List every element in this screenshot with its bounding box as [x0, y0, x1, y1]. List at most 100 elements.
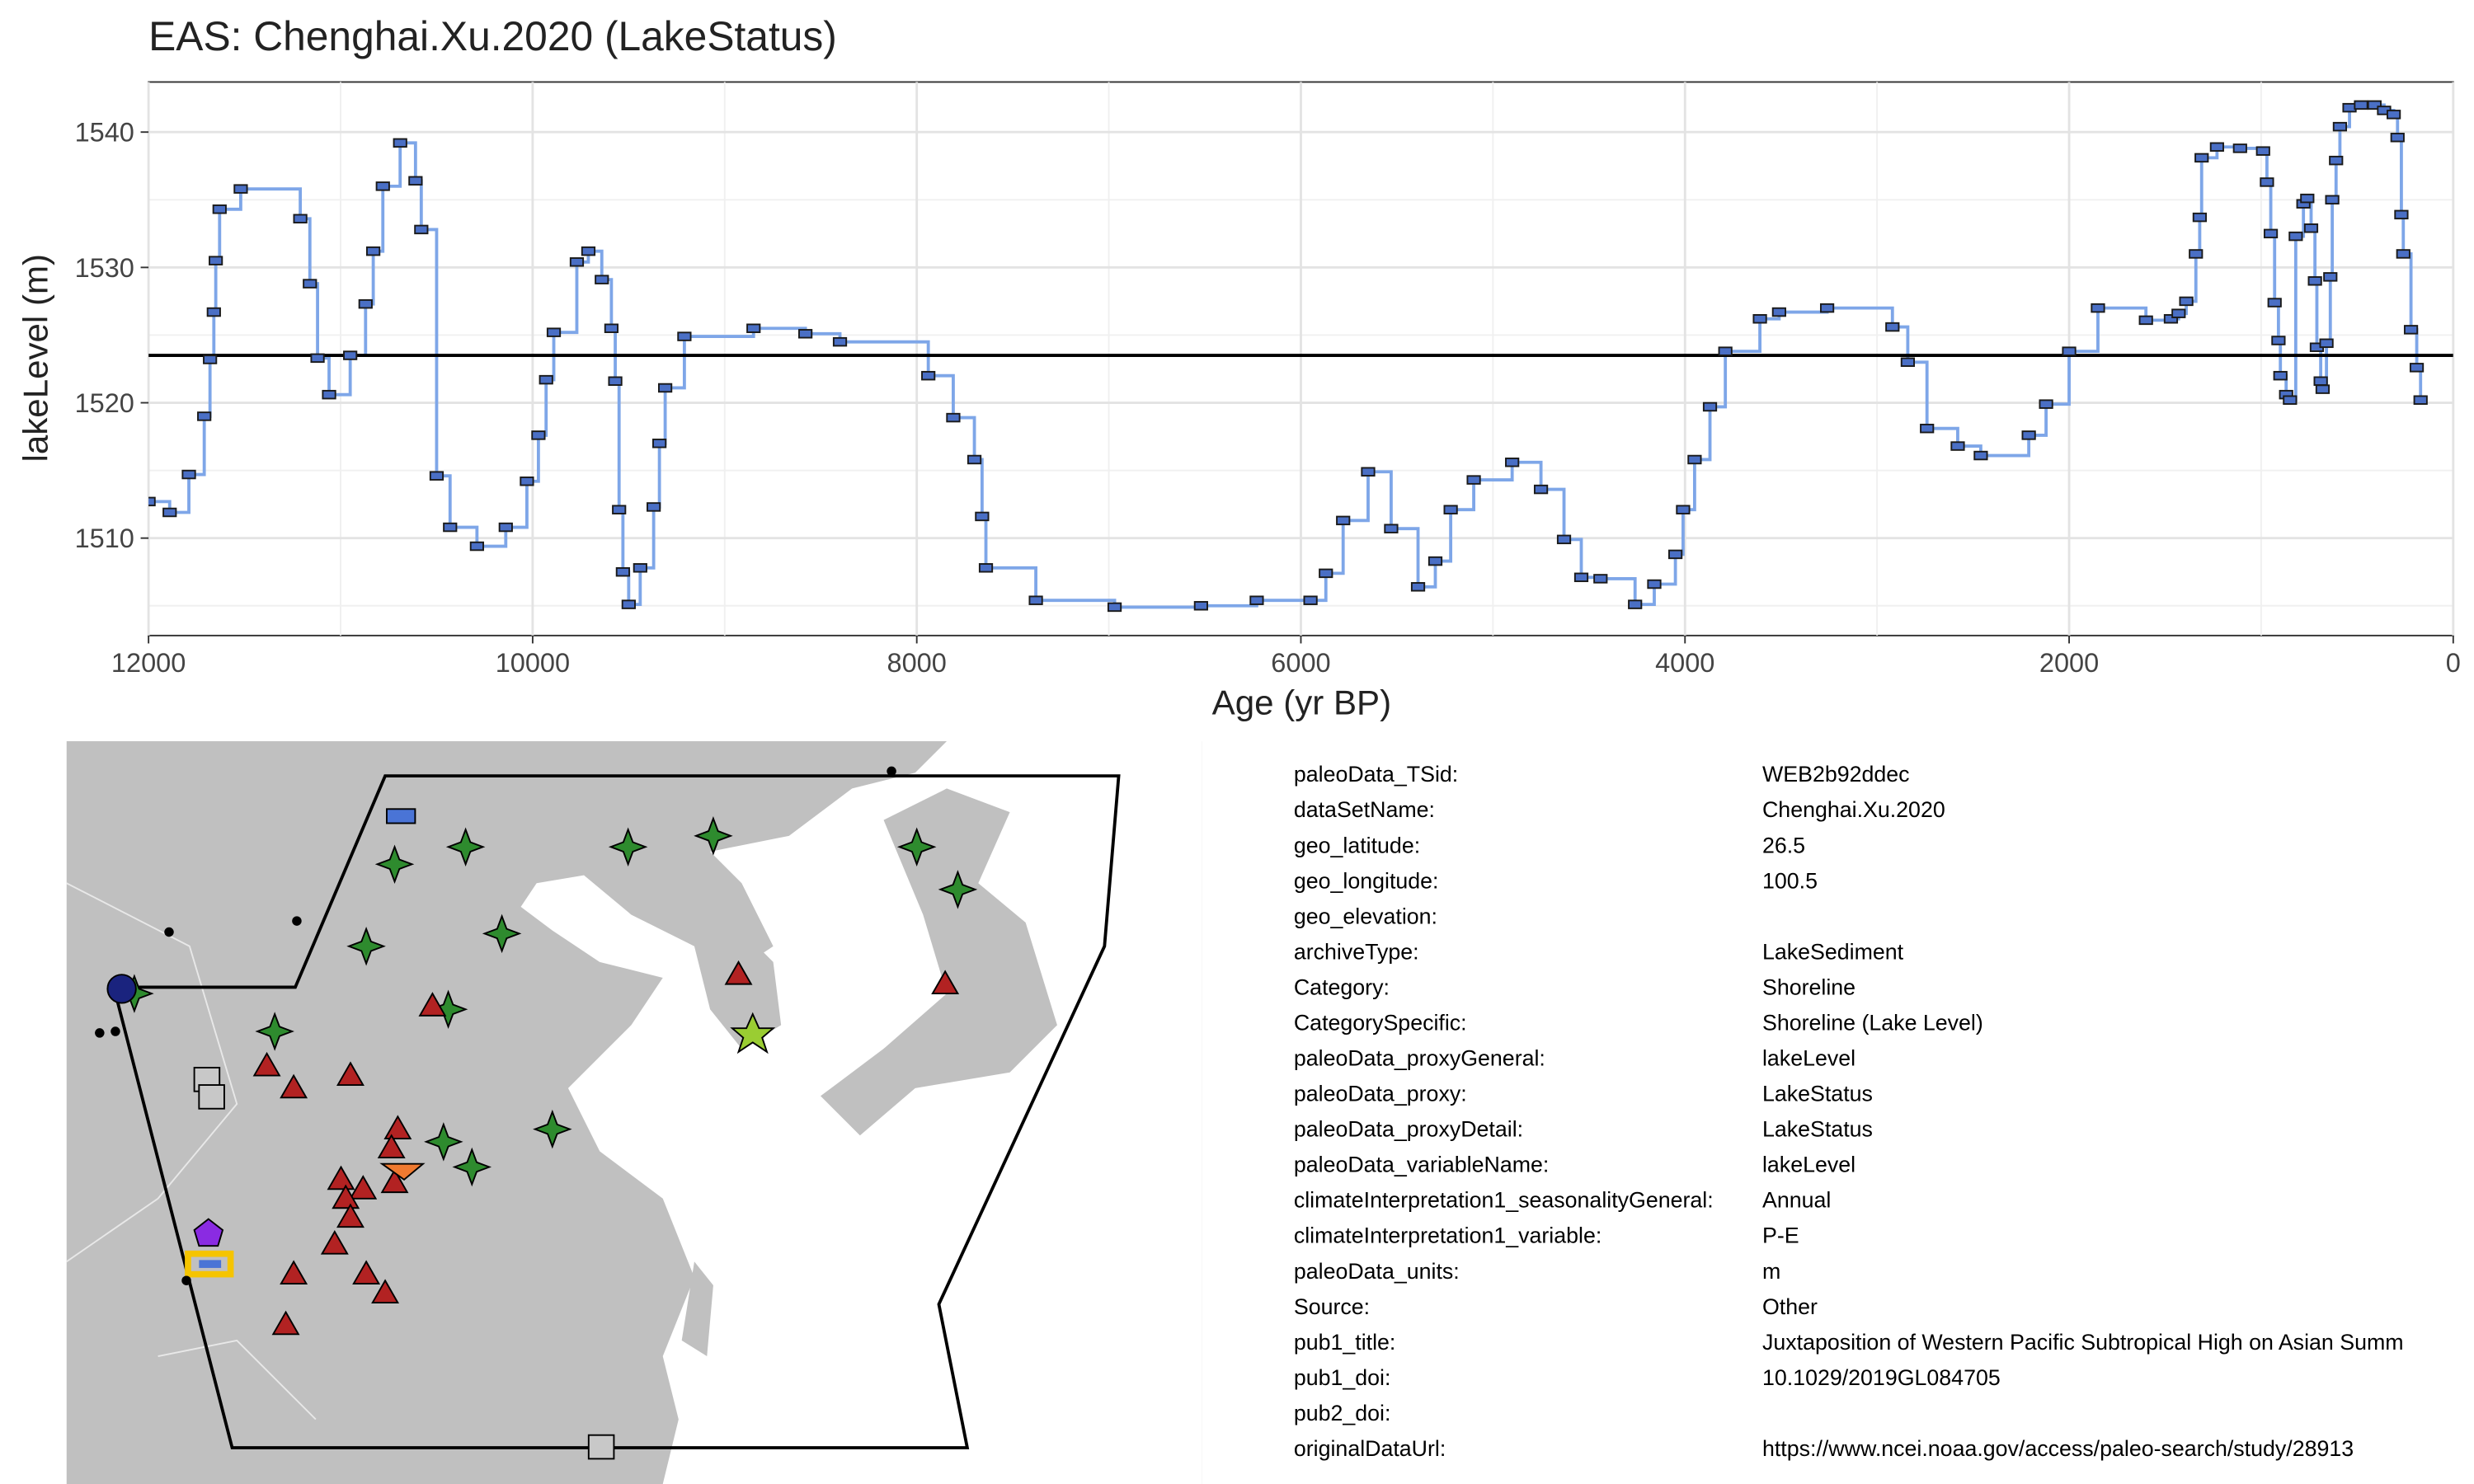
data-point: [2194, 153, 2209, 163]
metadata-key: paleoData_proxy:: [1294, 1082, 1467, 1106]
site-marker: [106, 974, 137, 1004]
data-point: [2319, 338, 2334, 349]
data-point: [1505, 458, 1520, 467]
site-marker: [386, 808, 416, 824]
data-point: [595, 275, 609, 284]
data-point: [946, 412, 961, 423]
data-point: [2283, 395, 2298, 405]
data-point: [498, 522, 513, 533]
data-point: [1950, 441, 1965, 451]
data-point: [1427, 556, 1443, 566]
data-point: [615, 566, 630, 577]
data-point: [310, 353, 325, 364]
data-point: [2396, 249, 2411, 259]
japan: [821, 788, 1057, 1136]
data-point: [2303, 223, 2319, 233]
data-point: [546, 327, 562, 337]
data-point: [2062, 346, 2077, 356]
data-point: [921, 370, 936, 381]
metadata-key: geo_longitude:: [1294, 868, 1439, 893]
borders: [66, 882, 317, 1421]
data-point: [1667, 549, 1683, 560]
x-tick-label: 8000: [887, 648, 947, 678]
korea: [694, 930, 782, 1050]
step-segment: [1114, 605, 1203, 609]
selected-site-marker: [199, 1260, 222, 1268]
metadata-key: originalDataUrl:: [1294, 1436, 1446, 1461]
data-point: [408, 176, 423, 186]
selected-site: [185, 1250, 234, 1278]
data-point: [1718, 346, 1733, 356]
metadata-key: paleoData_TSid:: [1294, 762, 1458, 787]
data-point: [2409, 363, 2425, 373]
data-point: [1466, 475, 1481, 485]
data-point: [746, 323, 761, 333]
metadata-value: Annual: [1762, 1188, 1831, 1213]
data-point: [2367, 100, 2382, 110]
data-point: [520, 477, 534, 486]
data-point: [1028, 595, 1043, 605]
metadata-key: geo_elevation:: [1294, 904, 1437, 928]
x-tick-label: 10000: [496, 648, 570, 678]
metadata-key: paleoData_units:: [1294, 1259, 1460, 1284]
data-point: [1771, 307, 1786, 317]
data-point: [967, 454, 982, 465]
data-point: [652, 439, 667, 448]
data-point: [2342, 102, 2357, 113]
data-point: [677, 331, 692, 341]
data-point: [1702, 402, 1718, 412]
data-point: [2260, 177, 2274, 187]
site-marker: [198, 1084, 225, 1110]
data-point: [366, 246, 381, 256]
data-point: [1249, 595, 1264, 605]
data-point: [1676, 505, 1691, 514]
data-point: [832, 336, 848, 347]
data-point: [293, 214, 308, 224]
metadata-table: paleoData_TSid: WEB2b92ddec dataSetName: Ch…: [1294, 762, 2404, 1461]
data-point: [1193, 601, 1208, 611]
data-point: [1319, 568, 1333, 579]
data-point: [2232, 143, 2247, 153]
site-marker: [379, 1162, 426, 1181]
data-point: [2263, 228, 2279, 239]
data-point: [2171, 308, 2186, 318]
data-point: [2288, 231, 2303, 242]
data-point: [2271, 336, 2286, 345]
data-point: [798, 329, 813, 339]
data-point: [569, 257, 585, 267]
site-dot: [292, 916, 302, 926]
data-point: [1410, 582, 1426, 592]
metadata-value: Chenghai.Xu.2020: [1762, 797, 1945, 822]
metadata-value: lakeLevel: [1762, 1153, 1856, 1177]
y-axis-title: lakeLevel (m): [16, 254, 55, 463]
step-segment: [2046, 351, 2071, 406]
data-point: [2329, 155, 2344, 166]
data-point: [2091, 303, 2105, 313]
x-tick-label: 6000: [1271, 648, 1330, 678]
data-point: [2413, 395, 2428, 405]
data-point: [2209, 142, 2224, 153]
axes: 12000 10000 8000 6000 4000 2000 0 1510 1520 1530 1…: [75, 118, 2461, 678]
data-point: [2255, 146, 2270, 156]
metadata-key: Category:: [1294, 974, 1390, 999]
data-point: [469, 541, 484, 552]
step-segment: [1725, 318, 1761, 354]
y-tick-label: 1520: [75, 388, 134, 418]
step-segment: [928, 373, 955, 418]
data-point: [2354, 100, 2368, 110]
metadata-key: pub1_doi:: [1294, 1365, 1391, 1390]
data-point: [612, 505, 627, 514]
data-point: [1647, 579, 1662, 589]
data-point: [581, 246, 596, 256]
data-point: [1819, 303, 1835, 313]
metadata-key: dataSetName:: [1294, 797, 1435, 822]
data-point: [2307, 276, 2322, 286]
step-segment: [1343, 472, 1370, 523]
data-point: [322, 389, 336, 400]
data-point: [1443, 505, 1458, 514]
data-point: [1900, 357, 1916, 368]
metadata-value: Juxtaposition of Western Pacific Subtrop…: [1762, 1330, 2404, 1355]
data-point: [2300, 193, 2315, 204]
data-point: [148, 496, 156, 507]
site-marker: [193, 1218, 224, 1247]
